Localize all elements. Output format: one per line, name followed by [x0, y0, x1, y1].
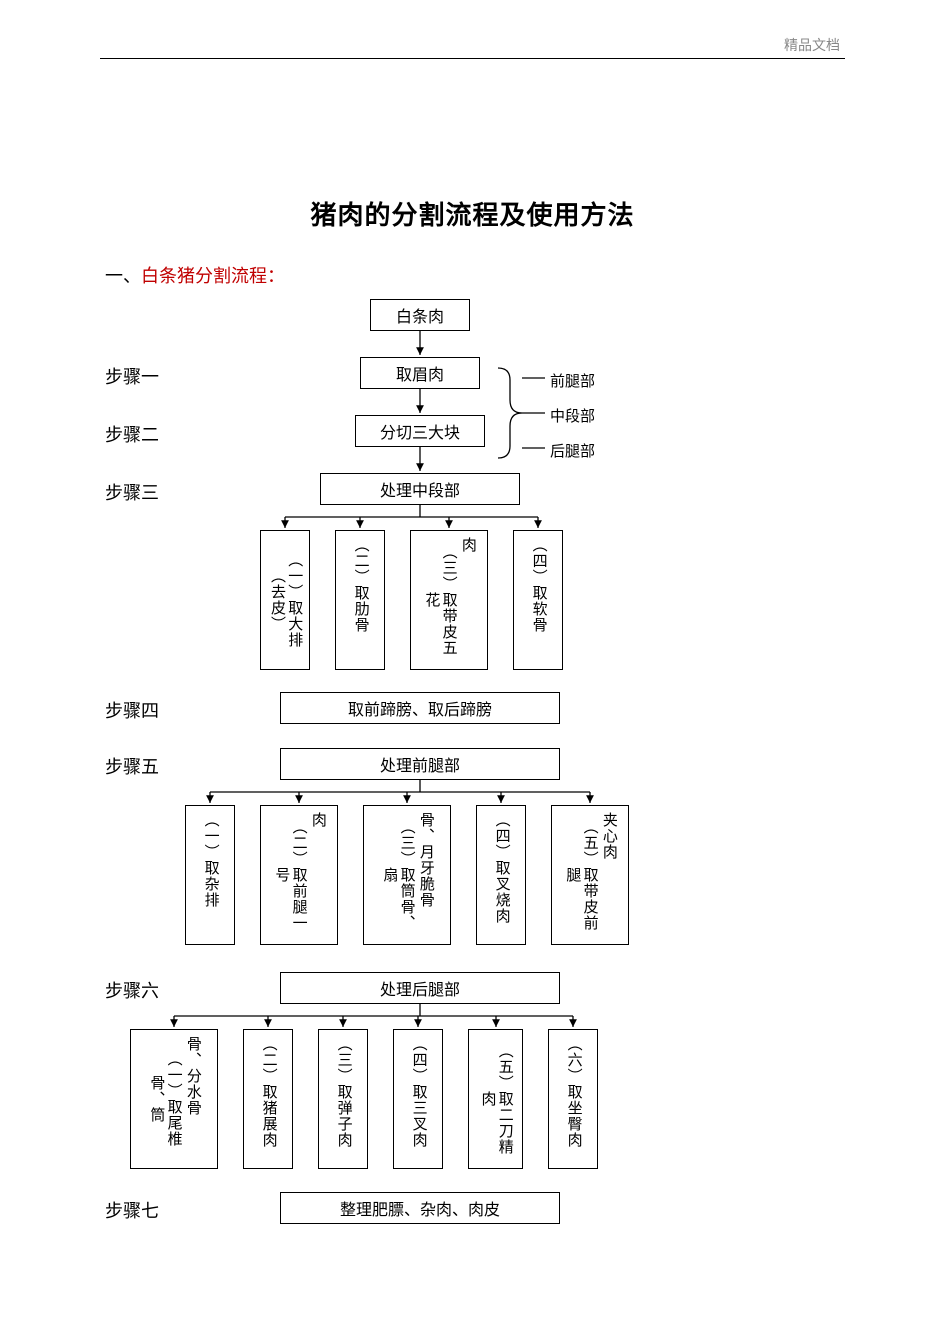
node-step6-f: （六）取坐臀肉 [548, 1029, 598, 1169]
node-step3-c: （三）取带皮五花 肉 [410, 530, 488, 670]
step5b-text-b: 肉 [309, 812, 326, 828]
step5a-text: （一）取杂排 [201, 812, 218, 908]
section-number: 一、 [105, 266, 141, 286]
node-step2: 分切三大块 [355, 415, 485, 447]
step6a-text-b: 骨、分水骨 [184, 1036, 201, 1116]
bracket-label-a: 前腿部 [550, 370, 595, 391]
document-title: 猪肉的分割流程及使用方法 [0, 195, 945, 232]
node-step6-b: （二）取猪展肉 [243, 1029, 293, 1169]
step-1-label: 步骤一 [105, 363, 159, 389]
step3c-text-b: 肉 [459, 537, 476, 553]
section-1-heading: 一、白条猪分割流程： [105, 262, 285, 288]
step3a-text: （一）取大排（去皮） [268, 537, 303, 663]
node-step3-d: （四）取软骨 [513, 530, 563, 670]
node-step3-a: （一）取大排（去皮） [260, 530, 310, 670]
step3d-text: （四）取软骨 [529, 537, 546, 633]
step-5-label: 步骤五 [105, 753, 159, 779]
step6b-text: （二）取猪展肉 [259, 1036, 276, 1148]
node-step5-c: （三）取筒骨、扇 骨、月牙脆骨 [363, 805, 451, 945]
step-2-label: 步骤二 [105, 421, 159, 447]
node-step5: 处理前腿部 [280, 748, 560, 780]
node-step3-b: （二）取肋骨 [335, 530, 385, 670]
step6c-text: （三）取弹子肉 [334, 1036, 351, 1148]
step5e-text-b: 夹心肉 [600, 812, 617, 860]
node-step6-a: （一）取尾椎骨、筒 骨、分水骨 [130, 1029, 218, 1169]
section-title: 白条猪分割流程： [141, 266, 285, 286]
node-step6-e: （五）取二刀精肉 [468, 1029, 523, 1169]
step6d-text: （四）取三叉肉 [409, 1036, 426, 1148]
step5d-text: （四）取叉烧肉 [492, 812, 509, 924]
node-step5-b: （二）取前腿一号 肉 [260, 805, 338, 945]
step6f-text: （六）取坐臀肉 [564, 1036, 581, 1148]
node-step6-d: （四）取三叉肉 [393, 1029, 443, 1169]
step5b-text-a: （二）取前腿一号 [272, 812, 307, 938]
step-7-label: 步骤七 [105, 1197, 159, 1223]
node-root: 白条肉 [370, 299, 470, 331]
node-step7: 整理肥膘、杂肉、肉皮 [280, 1192, 560, 1224]
node-step4: 取前蹄膀、取后蹄膀 [280, 692, 560, 724]
node-step6-c: （三）取弹子肉 [318, 1029, 368, 1169]
step5c-text-b: 骨、月牙脆骨 [417, 812, 434, 908]
watermark: 精品文档 [784, 35, 840, 55]
node-step6: 处理后腿部 [280, 972, 560, 1004]
node-step3: 处理中段部 [320, 473, 520, 505]
step6e-text: （五）取二刀精肉 [478, 1036, 513, 1162]
node-step5-d: （四）取叉烧肉 [476, 805, 526, 945]
step6a-text-a: （一）取尾椎骨、筒 [147, 1036, 182, 1162]
step-3-label: 步骤三 [105, 479, 159, 505]
bracket-label-b: 中段部 [550, 405, 595, 426]
step3c-text-a: （三）取带皮五花 [422, 537, 457, 663]
page-top-rule [100, 58, 845, 59]
step5e-text-a: （五）取带皮前腿 [563, 812, 598, 938]
node-step1: 取眉肉 [360, 357, 480, 389]
node-step5-e: （五）取带皮前腿 夹心肉 [551, 805, 629, 945]
node-step5-a: （一）取杂排 [185, 805, 235, 945]
step-4-label: 步骤四 [105, 697, 159, 723]
step5c-text-a: （三）取筒骨、扇 [380, 812, 415, 938]
step3b-text: （二）取肋骨 [351, 537, 368, 633]
bracket-label-c: 后腿部 [550, 440, 595, 461]
step-6-label: 步骤六 [105, 977, 159, 1003]
